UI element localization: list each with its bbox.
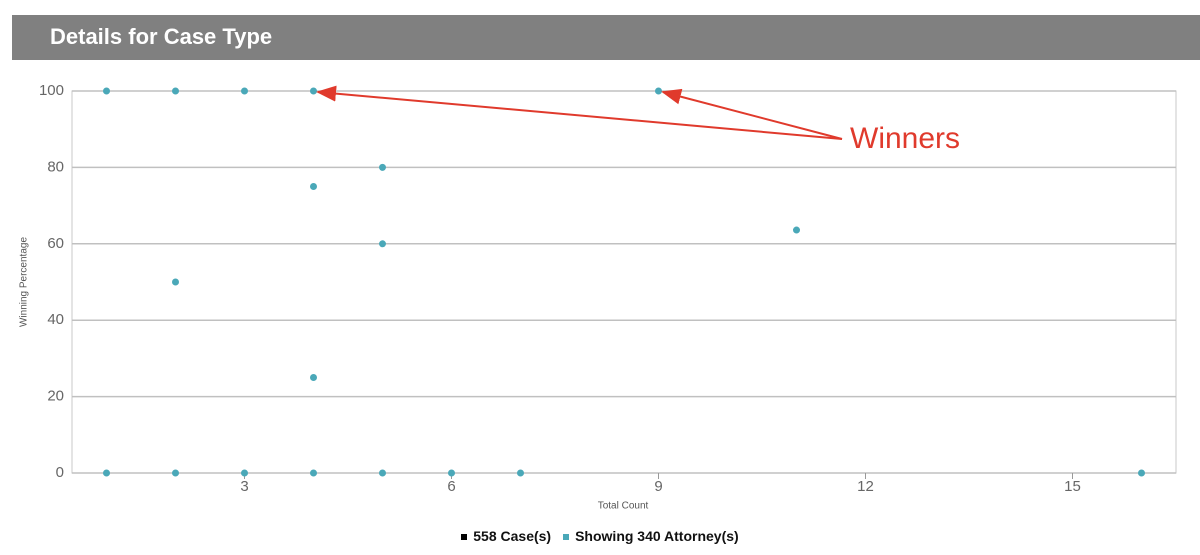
data-point [310, 87, 317, 95]
x-tick-label: 6 [447, 478, 455, 495]
data-point [241, 469, 248, 477]
legend-item[interactable]: Showing 340 Attorney(s) [563, 528, 739, 544]
y-tick-label: 80 [47, 158, 64, 175]
data-point [310, 469, 317, 477]
data-point [103, 87, 110, 95]
header-bar: Details for Case Type [12, 15, 1200, 60]
legend-item[interactable]: 558 Case(s) [461, 528, 551, 544]
x-axis-label: Total Count [598, 501, 649, 512]
y-tick-label: 20 [47, 388, 64, 405]
y-tick-label: 40 [47, 311, 64, 328]
data-point [103, 469, 110, 477]
header-title: Details for Case Type [50, 24, 273, 49]
legend-label: 558 Case(s) [473, 528, 552, 544]
data-point [172, 87, 179, 95]
data-point [379, 469, 386, 477]
legend-label: Showing 340 Attorney(s) [575, 528, 739, 544]
data-point [172, 469, 179, 477]
plot-frame [71, 90, 1177, 474]
legend-swatch [461, 534, 468, 541]
y-axis-label: Winning Percentage [19, 237, 30, 327]
data-point [517, 469, 524, 477]
y-tick-label: 100 [39, 82, 64, 99]
legend: 558 Case(s) Showing 340 Attorney(s) [0, 528, 1200, 544]
data-point [172, 278, 179, 286]
data-point [1138, 469, 1145, 477]
annotation-arrow [316, 85, 843, 140]
data-point [379, 240, 386, 248]
chart: Total Count Winning Percentage 0 20 40 60 80… [19, 82, 1177, 512]
data-point [793, 226, 800, 234]
annotation: Winners [850, 122, 960, 155]
x-tick-label: 12 [857, 478, 874, 495]
x-tick-label: 3 [240, 478, 248, 495]
data-point [241, 87, 248, 95]
x-tick-label: 15 [1064, 478, 1081, 495]
data-point [448, 469, 455, 477]
data-point [379, 163, 386, 171]
x-tick-label: 9 [654, 478, 662, 495]
y-tick-label: 60 [47, 235, 64, 252]
data-point [655, 87, 662, 95]
legend-swatch [563, 534, 570, 541]
annotation-arrow [661, 88, 843, 140]
y-tick-label: 0 [56, 464, 64, 481]
data-point [310, 374, 317, 381]
data-point [310, 183, 317, 190]
